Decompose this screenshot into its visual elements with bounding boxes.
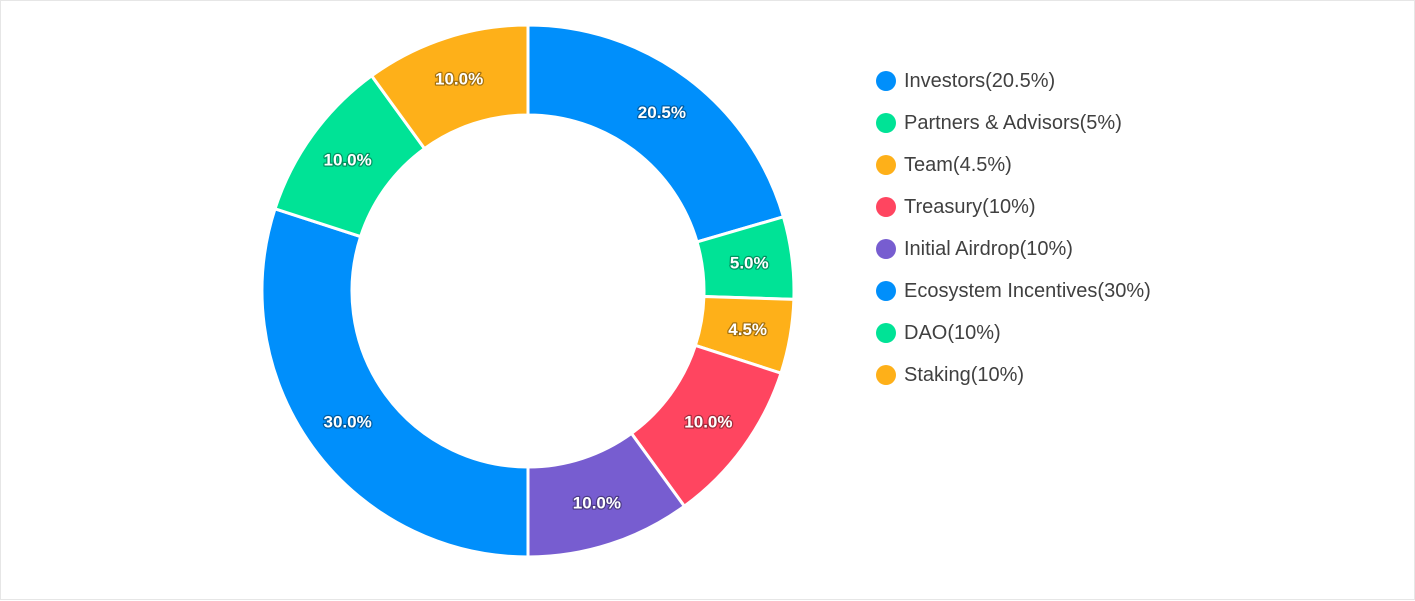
legend-marker-icon — [876, 197, 896, 217]
legend-marker-icon — [876, 281, 896, 301]
legend-item-investors[interactable]: Investors(20.5%) — [876, 60, 1151, 102]
legend-item-staking[interactable]: Staking(10%) — [876, 354, 1151, 396]
data-label-initial-airdrop: 10.0% — [573, 494, 621, 513]
legend-marker-icon — [876, 113, 896, 133]
legend-marker-icon — [876, 155, 896, 175]
legend-marker-icon — [876, 323, 896, 343]
legend-label: Staking(10%) — [904, 363, 1025, 386]
legend-label: Initial Airdrop(10%) — [904, 237, 1073, 260]
data-label-partners-and-advisors: 5.0% — [730, 254, 769, 273]
donut-data-labels: 20.5% 5.0% 4.5% 10.0% 10.0% 30.0% 10.0% 10.0% — [322, 68, 770, 514]
legend-marker-icon — [876, 239, 896, 259]
legend-item-dao[interactable]: DAO(10%) — [876, 312, 1151, 354]
legend-label: DAO(10%) — [904, 321, 1001, 344]
chart-legend: Investors(20.5%) Partners & Advisors(5%) T… — [876, 60, 1151, 396]
legend-label: Partners & Advisors(5%) — [904, 111, 1122, 134]
legend-label: Ecosystem Incentives(30%) — [904, 279, 1151, 302]
data-label-staking: 10.0% — [435, 69, 483, 88]
data-label-ecosystem-incentives: 30.0% — [323, 413, 371, 432]
legend-marker-icon — [876, 71, 896, 91]
legend-item-team[interactable]: Team(4.5%) — [876, 144, 1151, 186]
legend-item-ecosystem-incentives[interactable]: Ecosystem Incentives(30%) — [876, 270, 1151, 312]
legend-item-initial-airdrop[interactable]: Initial Airdrop(10%) — [876, 228, 1151, 270]
slice-ecosystem-incentives[interactable] — [260, 206, 530, 559]
data-label-team: 4.5% — [728, 320, 767, 339]
data-label-investors: 20.5% — [638, 103, 686, 122]
data-label-dao: 10.0% — [323, 150, 371, 169]
donut-slices — [260, 23, 796, 559]
legend-item-partners-and-advisors[interactable]: Partners & Advisors(5%) — [876, 102, 1151, 144]
legend-label: Treasury(10%) — [904, 195, 1036, 218]
legend-label: Investors(20.5%) — [904, 69, 1056, 92]
legend-item-treasury[interactable]: Treasury(10%) — [876, 186, 1151, 228]
legend-marker-icon — [876, 365, 896, 385]
slice-investors[interactable] — [526, 23, 786, 244]
slice-staking[interactable] — [369, 23, 530, 151]
data-label-treasury: 10.0% — [684, 413, 732, 432]
legend-label: Team(4.5%) — [904, 153, 1012, 176]
